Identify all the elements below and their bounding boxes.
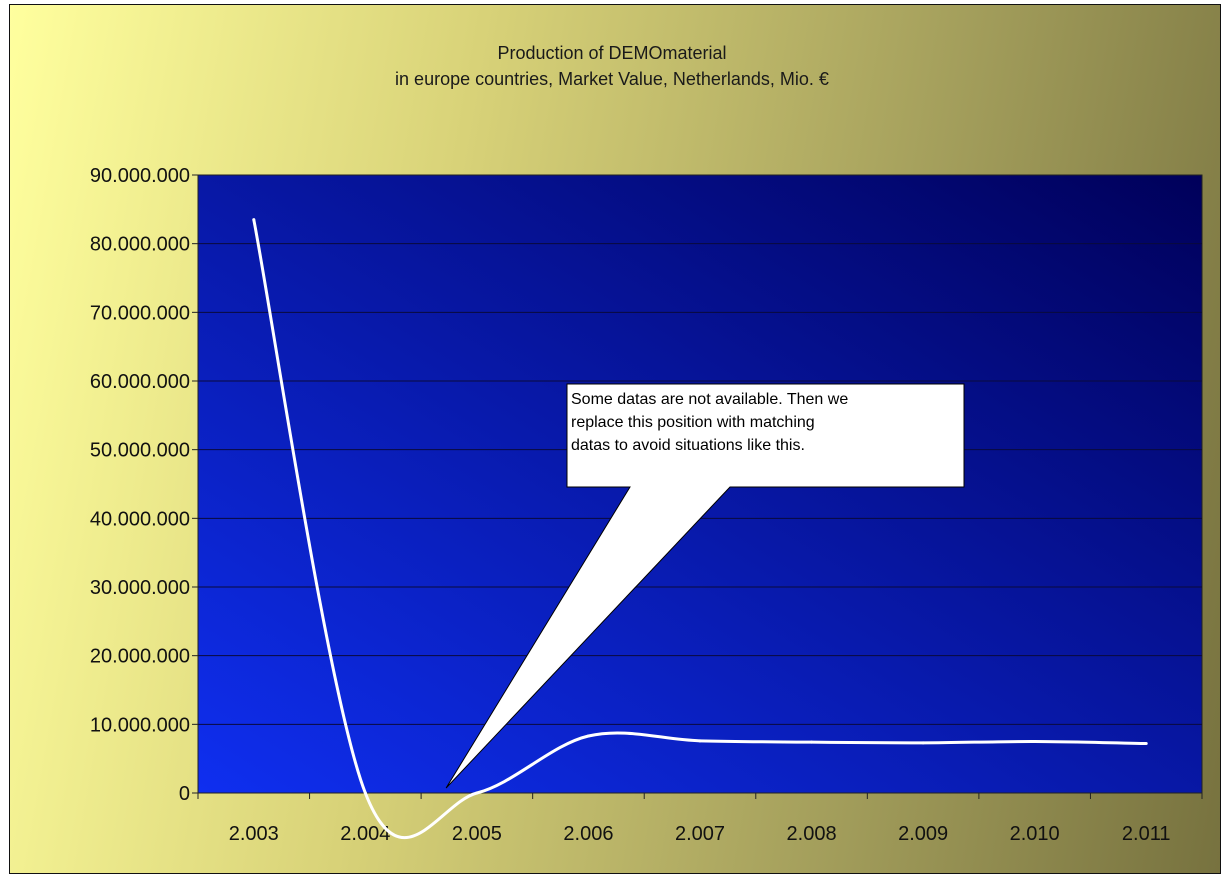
y-tick-label: 0: [179, 783, 190, 805]
data-point: [252, 218, 256, 222]
y-tick-label: 10.000.000: [90, 714, 190, 736]
y-tick-label: 30.000.000: [90, 577, 190, 599]
x-tick-label: 2.005: [452, 823, 502, 845]
data-point: [698, 739, 702, 743]
callout-box: [445, 383, 965, 789]
x-tick-label: 2.003: [229, 823, 279, 845]
series-line: [252, 219, 1147, 839]
chart-title: Production of DEMOmaterial in europe cou…: [0, 40, 1224, 92]
data-point: [475, 791, 479, 795]
callout-text-line: Some datas are not available. Then we: [571, 391, 848, 408]
y-tick-label: 40.000.000: [90, 508, 190, 530]
y-tick-label: 60.000.000: [90, 371, 190, 393]
x-tick-label: 2.007: [675, 823, 725, 845]
y-tick-label: 70.000.000: [90, 302, 190, 324]
x-tick-label: 2.011: [1122, 823, 1171, 845]
y-tick-label: 90.000.000: [90, 165, 190, 187]
data-point: [1033, 740, 1037, 743]
chart-title-line-2: in europe countries, Market Value, Nethe…: [395, 69, 829, 89]
x-tick-label: 2.004: [340, 823, 390, 845]
data-point: [1144, 742, 1148, 746]
chart-title-line-1: Production of DEMOmaterial: [497, 43, 727, 63]
data-point: [363, 791, 367, 795]
y-tick-label: 20.000.000: [90, 646, 190, 668]
x-tick-label: 2.010: [1010, 823, 1060, 845]
x-tick-label: 2.009: [898, 823, 948, 845]
y-tick-label: 80.000.000: [90, 234, 190, 256]
data-point: [586, 734, 590, 738]
data-point: [921, 741, 925, 745]
x-tick-label: 2.006: [563, 823, 613, 845]
callout-text-line: replace this position with matching: [571, 414, 815, 431]
data-point: [810, 740, 814, 744]
x-tick-label: 2.008: [787, 823, 837, 845]
annotation-callout: Some datas are not available. Then we rep…: [445, 383, 965, 789]
y-tick-label: 50.000.000: [90, 440, 190, 462]
callout-text-line: datas to avoid situations like this.: [571, 437, 805, 454]
